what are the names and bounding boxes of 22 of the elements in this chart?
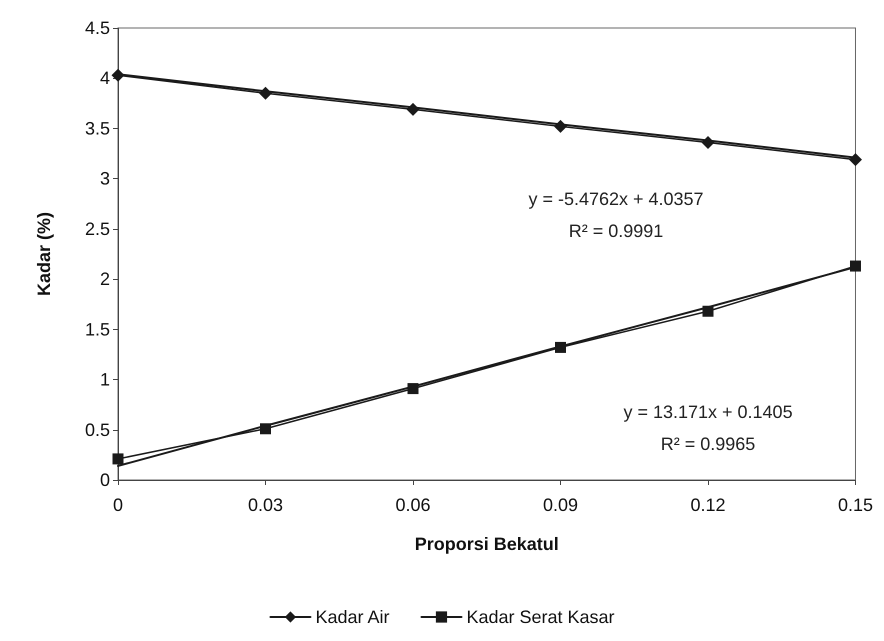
y-tick-label: 0.5 xyxy=(84,420,110,440)
x-tick-label: 0.12 xyxy=(690,495,726,515)
y-tick-label: 3 xyxy=(100,168,110,189)
legend-label: Kadar Air xyxy=(315,607,390,627)
y-tick-label: 0 xyxy=(100,470,110,490)
legend-label: Kadar Serat Kasar xyxy=(466,607,615,627)
x-axis-title: Proporsi Bekatul xyxy=(414,534,559,554)
annotation: y = 13.171x + 0.1405 R² = 0.9965 xyxy=(623,402,793,454)
y-tick-label: 4 xyxy=(100,68,110,88)
y-tick-label: 2.5 xyxy=(84,218,110,239)
y-tick-label: 2 xyxy=(100,269,110,290)
y-tick-label: 4.5 xyxy=(84,18,110,38)
annotation: y = -5.4762x + 4.0357 R² = 0.9991 xyxy=(528,189,704,241)
y-tick-label: 1.5 xyxy=(84,319,110,340)
x-tick-label: 0.09 xyxy=(542,495,578,515)
x-tick-label: 0.03 xyxy=(248,495,284,515)
y-tick-label: 1 xyxy=(100,370,110,390)
y-tick-label: 3.5 xyxy=(84,118,110,138)
x-tick-label: 0 xyxy=(112,495,124,515)
y-axis-title: Kadar (%) xyxy=(34,212,54,296)
x-tick-label: 0.15 xyxy=(838,495,874,515)
x-tick-label: 0.06 xyxy=(395,495,431,515)
